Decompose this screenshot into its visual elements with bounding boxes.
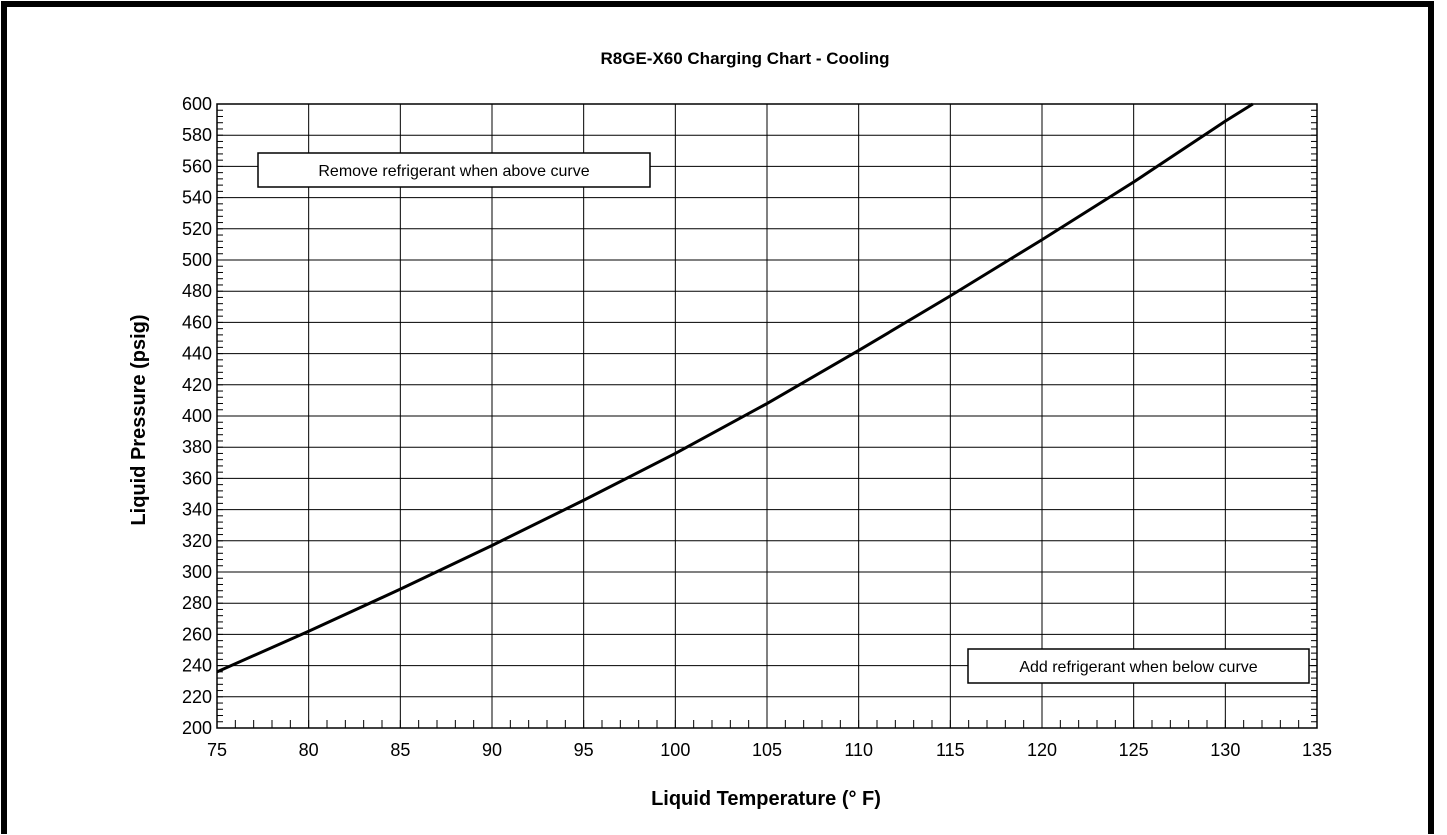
y-tick-label: 340 [182,500,212,520]
annotation-box [257,152,651,188]
y-tick-label: 460 [182,312,212,332]
grid [216,103,1318,729]
minor-ticks [216,103,1318,729]
y-tick-label: 560 [182,156,212,176]
y-tick-label: 500 [182,250,212,270]
y-tick-label: 300 [182,562,212,582]
annotation-text: Remove refrigerant when above curve [318,163,589,180]
y-tick-label: 360 [182,468,212,488]
x-tick-labels: 75 80 85 90 95 100 105 110 115 120 125 130 135 [207,740,1332,760]
y-axis-label: Liquid Pressure (psig) [128,314,150,525]
y-tick-label: 420 [182,375,212,395]
x-tick-label: 75 [207,740,227,760]
y-tick-label: 280 [182,593,212,613]
annotations: Remove refrigerant when above curve Add r… [257,152,1310,684]
y-tick-label: 200 [182,718,212,738]
x-tick-label: 115 [936,740,965,760]
x-tick-label: 90 [482,740,502,760]
x-tick-label: 105 [752,740,782,760]
x-tick-label: 130 [1210,740,1240,760]
chart-title: R8GE-X60 Charging Chart - Cooling [600,49,889,68]
x-axis-label: Liquid Temperature (° F) [651,788,881,810]
x-tick-label: 135 [1302,740,1332,760]
y-tick-label: 260 [182,624,212,644]
y-tick-label: 240 [182,656,212,676]
y-tick-label: 520 [182,219,212,239]
x-tick-label: 85 [390,740,410,760]
y-tick-label: 600 [182,94,212,114]
y-tick-label: 400 [182,406,212,426]
y-tick-labels: 200 220 240 260 280 300 320 340 360 380 400 420 440 4… [182,94,212,738]
x-tick-label: 110 [844,740,873,760]
y-tick-label: 480 [182,281,212,301]
y-tick-label: 320 [182,531,212,551]
y-tick-label: 220 [182,687,212,707]
x-tick-label: 100 [660,740,690,760]
series-line [216,102,1254,674]
y-tick-label: 540 [182,188,212,208]
y-tick-label: 440 [182,344,212,364]
annotation-text: Add refrigerant when below curve [1019,659,1257,676]
x-tick-label: 120 [1027,740,1057,760]
annotation-box [967,648,1310,684]
x-tick-label: 80 [299,740,319,760]
plot-area [216,103,1318,729]
x-tick-label: 95 [574,740,594,760]
series [216,102,1254,674]
x-tick-label: 125 [1119,740,1149,760]
y-tick-label: 580 [182,125,212,145]
y-tick-label: 380 [182,437,212,457]
